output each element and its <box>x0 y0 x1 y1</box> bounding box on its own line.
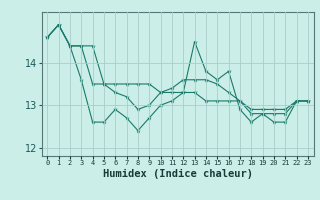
X-axis label: Humidex (Indice chaleur): Humidex (Indice chaleur) <box>103 169 252 179</box>
